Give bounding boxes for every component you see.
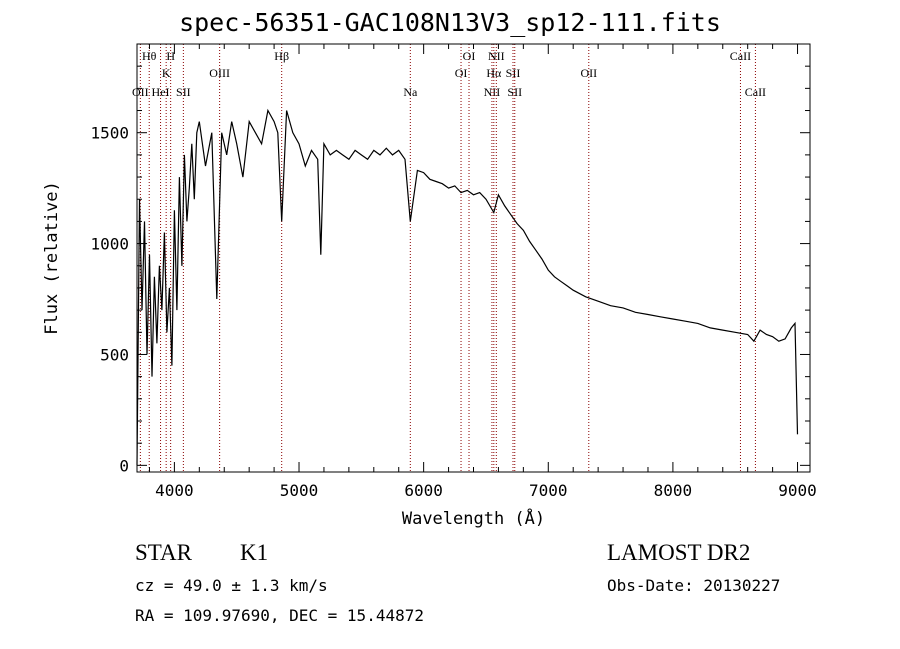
line-marker-label: OI <box>455 66 468 80</box>
y-tick-label: 1500 <box>90 124 129 143</box>
y-tick-label: 1000 <box>90 235 129 254</box>
line-marker-label: CaII <box>730 49 751 63</box>
redshift-text: cz = 49.0 ± 1.3 km/s <box>135 576 328 595</box>
x-tick-label: 4000 <box>155 481 194 500</box>
line-marker-label: Hβ <box>274 49 289 63</box>
line-marker-label: HeI <box>152 85 170 99</box>
line-marker-label: OI <box>463 49 476 63</box>
plot-frame <box>136 43 811 473</box>
object-subclass: K1 <box>240 540 269 565</box>
line-marker-label: SII <box>507 85 522 99</box>
line-marker-label: OIII <box>209 66 230 80</box>
spectrum-line <box>136 108 799 466</box>
line-marker-label: SII <box>176 85 191 99</box>
line-marker-label: Hθ <box>142 49 157 63</box>
line-marker-label: Na <box>403 85 418 99</box>
coordinates-text: RA = 109.97690, DEC = 15.44872 <box>135 606 424 625</box>
chart-title: spec-56351-GAC108N13V3_sp12-111.fits <box>179 8 721 37</box>
obs-date-text: Obs-Date: 20130227 <box>607 576 781 595</box>
x-tick-label: 9000 <box>778 481 817 500</box>
x-axis-label: Wavelength (Å) <box>402 507 545 529</box>
line-marker-label: CaII <box>745 85 766 99</box>
line-marker-label: Hα <box>486 66 502 80</box>
x-tick-label: 6000 <box>404 481 443 500</box>
x-tick-label: 7000 <box>529 481 568 500</box>
line-marker-label: NII <box>484 85 501 99</box>
survey-label: LAMOST DR2 <box>607 540 751 565</box>
line-marker-label: SII <box>506 66 521 80</box>
line-marker-label: H <box>166 49 175 63</box>
y-axis-label: Flux (relative) <box>42 181 62 335</box>
line-marker-label: K <box>162 66 171 80</box>
x-tick-label: 5000 <box>280 481 319 500</box>
x-tick-label: 8000 <box>654 481 693 500</box>
line-marker-label: NII <box>488 49 505 63</box>
y-tick-label: 0 <box>119 456 129 475</box>
line-marker-label: OII <box>132 85 149 99</box>
y-tick-label: 500 <box>100 345 129 364</box>
line-marker-label: OII <box>580 66 597 80</box>
object-class: STAR <box>135 540 192 565</box>
